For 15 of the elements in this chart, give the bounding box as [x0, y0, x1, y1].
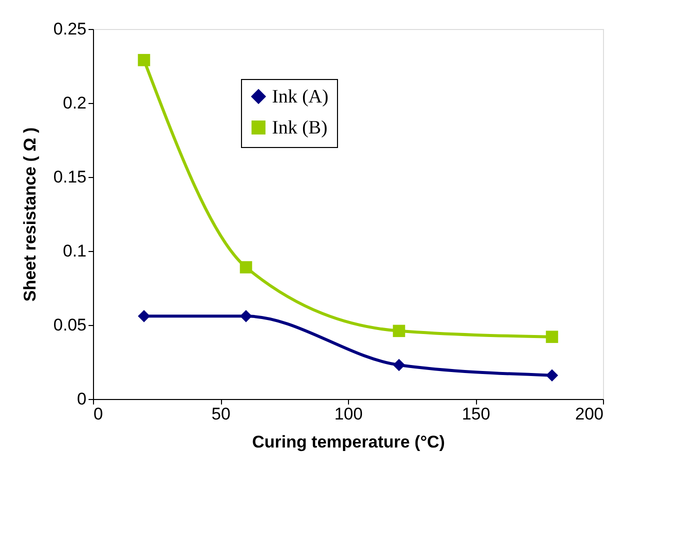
x-tick-label: 150: [462, 404, 490, 424]
x-tick-label: 0: [94, 404, 103, 424]
x-tick-label: 50: [212, 404, 230, 424]
y-tick-label: 0.15: [53, 168, 86, 186]
x-axis-title: Curing temperature (°C): [252, 432, 445, 452]
y-tick-label: 0.2: [62, 94, 86, 112]
y-tick-label: 0.05: [53, 316, 86, 334]
y-tick-label: 0.1: [62, 242, 86, 260]
x-tick-label: 100: [334, 404, 363, 424]
legend-label: Ink (B): [272, 118, 328, 138]
legend-label: Ink (A): [272, 86, 328, 108]
x-tick-label: 200: [575, 404, 604, 424]
y-tick-label: 0: [77, 390, 86, 408]
y-tick-label: 0.25: [53, 20, 86, 38]
y-axis-title: Sheet resistance ( Ω ): [20, 127, 40, 302]
